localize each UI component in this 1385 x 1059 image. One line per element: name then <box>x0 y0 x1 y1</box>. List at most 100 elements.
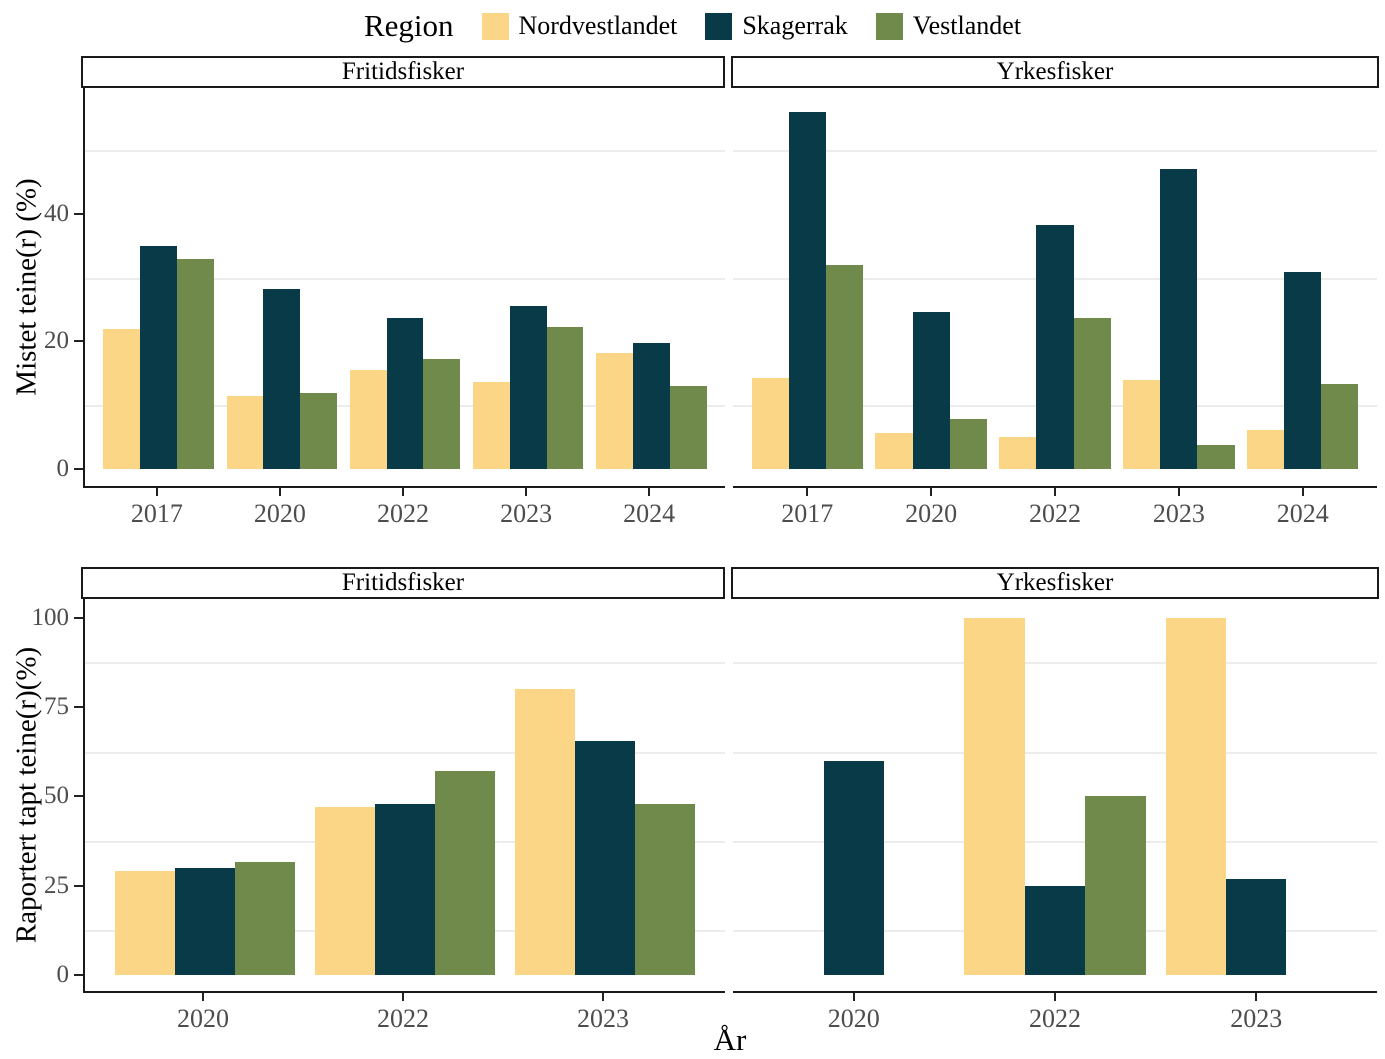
bar-yrkesfisker-2024-skagerrak <box>1284 272 1322 469</box>
y-tick-label: 50 <box>44 782 69 810</box>
x-tick <box>1054 488 1056 496</box>
bar-fritidsfisker-2022-nordvestlandet <box>315 807 375 975</box>
x-tick <box>155 488 158 496</box>
bar-yrkesfisker-2022-vestlandet <box>1085 796 1146 975</box>
legend-label-vestlandet: Vestlandet <box>912 11 1022 40</box>
gridline <box>733 150 1377 152</box>
x-tick-label: 2024 <box>623 499 676 528</box>
x-tick <box>806 488 809 496</box>
legend-swatch-skagerrak <box>705 12 733 40</box>
bar-yrkesfisker-2023-skagerrak <box>1160 168 1198 469</box>
legend: Region Nordvestlandet Skagerrak Vestland… <box>0 4 1385 48</box>
x-tick <box>602 993 604 1001</box>
bar-yrkesfisker-2022-skagerrak <box>1024 885 1086 975</box>
panel-fritidsfisker-row2 <box>83 599 725 993</box>
bar-fritidsfisker-2020-skagerrak <box>263 289 301 469</box>
x-tick <box>1177 488 1180 496</box>
y-tick <box>74 212 83 215</box>
legend-item-skagerrak: Skagerrak <box>705 11 848 41</box>
bar-yrkesfisker-2024-vestlandet <box>1321 383 1359 469</box>
bar-fritidsfisker-2022-vestlandet <box>423 359 461 469</box>
panel-yrkesfisker-row1 <box>733 88 1377 488</box>
bar-fritidsfisker-2022-vestlandet <box>435 771 495 975</box>
x-tick-label: 2020 <box>177 1004 229 1033</box>
x-tick <box>1255 993 1258 1001</box>
y-tick <box>74 706 83 709</box>
bar-yrkesfisker-2017-vestlandet <box>825 264 864 469</box>
facet-strip: Yrkesfisker <box>731 56 1379 88</box>
x-axis-title: År <box>713 1022 747 1057</box>
x-tick-label: 2020 <box>905 499 958 528</box>
facet-label: Fritidsfisker <box>341 58 465 85</box>
bar-yrkesfisker-2022-skagerrak <box>1036 225 1074 469</box>
gridline <box>733 841 1377 844</box>
bar-fritidsfisker-2023-nordvestlandet <box>515 689 575 975</box>
bar-yrkesfisker-2024-nordvestlandet <box>1246 430 1285 469</box>
facet-strip: Yrkesfisker <box>731 567 1379 599</box>
x-tick <box>278 488 281 496</box>
gridline <box>85 277 725 280</box>
y-tick-label: 0 <box>56 961 70 988</box>
facet-strip: Fritidsfisker <box>81 567 725 599</box>
bar-yrkesfisker-2020-skagerrak <box>823 760 884 975</box>
bar-yrkesfisker-2023-nordvestlandet <box>1165 617 1227 975</box>
x-tick-label: 2017 <box>130 499 183 528</box>
bar-fritidsfisker-2020-nordvestlandet <box>115 871 175 975</box>
legend-swatch-nordvestlandet <box>481 12 509 40</box>
x-tick-label: 2020 <box>827 1004 880 1033</box>
y-axis-title-top: Mistet teine(r) (%) <box>10 178 43 396</box>
x-tick-label: 2022 <box>1029 1004 1081 1033</box>
bar-fritidsfisker-2022-skagerrak <box>375 803 435 975</box>
y-tick <box>74 468 83 470</box>
gridline <box>733 751 1377 754</box>
x-tick <box>202 993 204 1001</box>
bar-fritidsfisker-2023-skagerrak <box>575 741 635 975</box>
bar-fritidsfisker-2024-vestlandet <box>669 386 707 469</box>
bar-fritidsfisker-2024-nordvestlandet <box>595 352 633 469</box>
bar-fritidsfisker-2020-nordvestlandet <box>226 396 264 469</box>
bar-fritidsfisker-2023-nordvestlandet <box>472 381 510 469</box>
x-tick-label: 2022 <box>377 499 429 528</box>
bar-fritidsfisker-2020-vestlandet <box>300 393 338 469</box>
bar-fritidsfisker-2023-skagerrak <box>509 305 547 469</box>
facet-label: Fritidsfisker <box>341 569 465 596</box>
gridline <box>85 751 725 754</box>
bar-yrkesfisker-2017-skagerrak <box>788 112 826 469</box>
bar-yrkesfisker-2020-skagerrak <box>912 312 950 469</box>
x-tick <box>1054 993 1056 1001</box>
legend-swatch-vestlandet <box>875 12 903 40</box>
bar-yrkesfisker-2022-nordvestlandet <box>964 617 1025 975</box>
bar-yrkesfisker-2020-nordvestlandet <box>875 432 913 469</box>
bar-fritidsfisker-2020-vestlandet <box>235 862 295 975</box>
y-tick-label: 0 <box>56 455 70 482</box>
y-tick-label: 75 <box>44 693 69 721</box>
bar-fritidsfisker-2022-skagerrak <box>386 318 424 469</box>
panel-yrkesfisker-row2 <box>733 599 1377 993</box>
x-tick-label: 2024 <box>1276 499 1329 528</box>
bar-yrkesfisker-2023-skagerrak <box>1226 878 1287 975</box>
legend-title: Region <box>363 8 454 43</box>
bar-fritidsfisker-2020-skagerrak <box>175 867 235 975</box>
x-tick <box>930 488 933 496</box>
bar-yrkesfisker-2022-vestlandet <box>1073 317 1111 469</box>
bar-fritidsfisker-2023-vestlandet <box>635 803 695 975</box>
x-tick <box>852 993 855 1001</box>
y-tick <box>74 884 83 887</box>
gridline <box>85 662 725 665</box>
bar-yrkesfisker-2017-nordvestlandet <box>751 378 789 469</box>
x-tick <box>402 993 404 1001</box>
y-tick <box>74 974 83 976</box>
panel-fritidsfisker-row1 <box>83 88 725 488</box>
y-tick-label: 40 <box>44 199 69 227</box>
bar-yrkesfisker-2022-nordvestlandet <box>999 437 1037 469</box>
bar-fritidsfisker-2017-vestlandet <box>177 259 215 469</box>
facet-strip: Fritidsfisker <box>81 56 725 88</box>
bar-fritidsfisker-2017-nordvestlandet <box>103 328 141 469</box>
bar-fritidsfisker-2017-skagerrak <box>140 246 178 469</box>
legend-label-skagerrak: Skagerrak <box>742 11 848 40</box>
facet-label: Yrkesfisker <box>996 569 1114 596</box>
y-tick <box>74 795 83 798</box>
x-tick <box>402 488 404 496</box>
bar-yrkesfisker-2023-vestlandet <box>1197 444 1235 469</box>
x-tick-label: 2023 <box>1152 499 1205 528</box>
